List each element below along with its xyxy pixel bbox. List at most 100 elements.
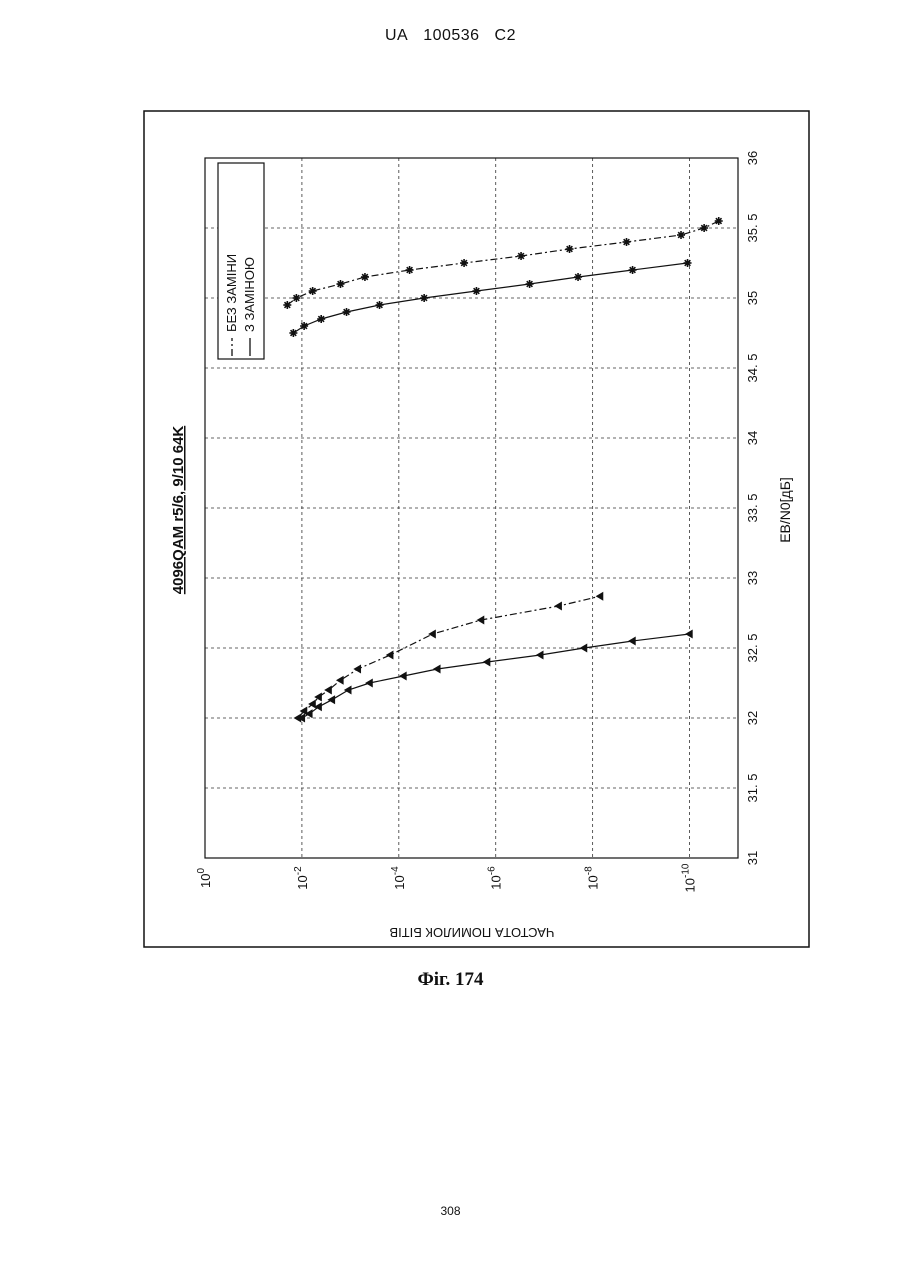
legend: БЕЗ ЗАМІНИЗ ЗАМІНОЮ: [218, 163, 264, 359]
x-tick-group: 33: [745, 571, 760, 585]
data-point-core: [702, 226, 706, 230]
x-tick-label: 35: [745, 291, 760, 305]
data-point: [433, 665, 441, 674]
data-point: [317, 315, 325, 323]
y-tick-label: 100: [196, 868, 213, 888]
data-point-core: [576, 275, 580, 279]
data-point-core: [285, 303, 289, 307]
x-tick-group: 31: [745, 851, 760, 865]
y-tick-label: 10-10: [681, 863, 698, 892]
data-point: [574, 273, 582, 281]
data-point-core: [717, 219, 721, 223]
x-tick-label: 31. 5: [745, 774, 760, 803]
y-tick-group: 10-6: [487, 866, 504, 890]
x-tick-label: 33: [745, 571, 760, 585]
legend-entry: БЕЗ ЗАМІНИ: [224, 254, 239, 332]
data-point-core: [338, 282, 342, 286]
data-point-core: [422, 296, 426, 300]
data-point-core: [462, 261, 466, 265]
data-point-core: [679, 233, 683, 237]
y-tick-base: 10: [198, 874, 213, 888]
x-tick-label: 34: [745, 431, 760, 445]
data-point: [324, 686, 332, 695]
y-tick-group: 10-4: [390, 866, 407, 890]
figure-caption: Фіг. 174: [0, 969, 901, 991]
data-point: [309, 287, 317, 295]
series-layer: [283, 217, 722, 723]
data-point: [460, 259, 468, 267]
page-number: 308: [0, 1204, 901, 1218]
x-tick-group: 35: [745, 291, 760, 305]
legend-label: БЕЗ ЗАМІНИ: [224, 254, 239, 332]
data-point: [365, 679, 373, 688]
data-point: [715, 217, 723, 225]
x-tick-group: 32: [745, 711, 760, 725]
data-point: [361, 273, 369, 281]
data-point: [336, 676, 344, 685]
data-point: [628, 637, 636, 646]
data-point: [292, 294, 300, 302]
legend-label: З ЗАМІНОЮ: [242, 257, 257, 332]
data-point: [526, 280, 534, 288]
x-tick-label: 36: [745, 151, 760, 165]
data-point: [376, 301, 384, 309]
series-line: [287, 221, 718, 305]
y-tick-exponent: -8: [584, 866, 595, 875]
y-tick-group: 100: [196, 868, 213, 888]
x-tick-group: 36: [745, 151, 760, 165]
y-tick-exponent: -10: [681, 863, 692, 878]
data-point: [406, 266, 414, 274]
data-point: [336, 280, 344, 288]
x-tick-group: 31. 5: [745, 774, 760, 803]
y-tick-group: 10-10: [681, 863, 698, 892]
y-tick-base: 10: [586, 875, 601, 889]
data-point-core: [519, 254, 523, 258]
data-point: [472, 287, 480, 295]
data-point: [283, 301, 291, 309]
y-tick-exponent: 0: [196, 868, 207, 874]
y-axis-label: ЧАСТОТА ПОМИЛОК БІТІВ: [389, 925, 554, 940]
y-tick-base: 10: [392, 875, 407, 889]
y-tick-label: 10-4: [390, 866, 407, 890]
x-axis-label: EB/N0[дБ]: [777, 477, 793, 543]
data-point: [566, 245, 574, 253]
data-point: [580, 644, 588, 653]
data-point-core: [319, 317, 323, 321]
data-point: [517, 252, 525, 260]
data-point-core: [302, 324, 306, 328]
data-point-core: [363, 275, 367, 279]
x-tick-group: 35. 5: [745, 214, 760, 243]
y-tick-base: 10: [489, 875, 504, 889]
legend-entry: З ЗАМІНОЮ: [242, 257, 257, 332]
y-tick-exponent: -2: [293, 866, 304, 875]
data-point-core: [378, 303, 382, 307]
data-point: [685, 630, 693, 639]
y-tick-exponent: -6: [487, 866, 498, 875]
x-tick-label: 33. 5: [745, 494, 760, 523]
data-point: [344, 686, 352, 695]
data-point-core: [294, 296, 298, 300]
y-tick-label: 10-8: [584, 866, 601, 890]
data-point: [700, 224, 708, 232]
data-point-core: [686, 261, 690, 265]
data-point: [386, 651, 394, 660]
x-tick-label: 32. 5: [745, 634, 760, 663]
data-point-core: [345, 310, 349, 314]
data-point-core: [408, 268, 412, 272]
tick-labels: 3131. 53232. 53333. 53434. 53535. 536100…: [196, 151, 760, 893]
y-tick-label: 10-6: [487, 866, 504, 890]
data-point-core: [311, 289, 315, 293]
x-tick-group: 34. 5: [745, 354, 760, 383]
data-point: [343, 308, 351, 316]
data-point-core: [291, 331, 295, 335]
data-point-core: [625, 240, 629, 244]
data-point: [399, 672, 407, 681]
x-tick-label: 32: [745, 711, 760, 725]
data-point-core: [528, 282, 532, 286]
y-tick-exponent: -4: [390, 866, 401, 875]
x-tick-label: 31: [745, 851, 760, 865]
x-tick-group: 33. 5: [745, 494, 760, 523]
data-point: [289, 329, 297, 337]
data-point: [300, 322, 308, 330]
